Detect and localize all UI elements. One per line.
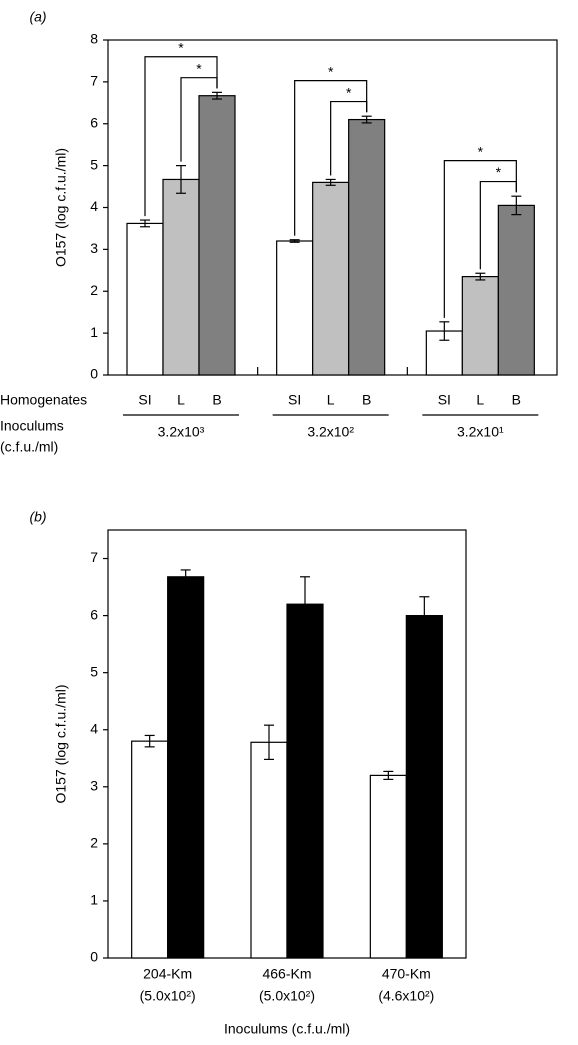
error-bar: [212, 91, 222, 100]
error-bar: [180, 569, 191, 585]
error-bar: [419, 596, 430, 636]
significance-star: *: [328, 63, 334, 79]
x-axis-label: Inoculums (c.f.u./ml): [224, 1021, 350, 1037]
y-tick-label: 7: [90, 73, 98, 89]
bar: [131, 740, 169, 959]
y-tick-label: 2: [90, 835, 98, 851]
y-tick-label: 3: [90, 240, 98, 256]
x-tick-sublabel: (4.6x10²): [378, 988, 434, 1004]
significance-star: *: [196, 60, 202, 76]
bar-label: SI: [138, 392, 151, 408]
bar: [250, 741, 288, 959]
error-bar: [289, 239, 300, 243]
bar: [276, 240, 314, 376]
y-tick-label: 5: [90, 663, 98, 679]
bar-label: L: [476, 392, 484, 408]
error-bar: [383, 770, 394, 780]
significance-star: *: [178, 39, 184, 55]
error-bar: [144, 734, 155, 748]
group-label: 3.2x10³: [158, 424, 205, 440]
y-tick-label: 0: [90, 366, 98, 382]
y-tick-label: 7: [90, 549, 98, 565]
bar: [461, 275, 499, 376]
group-axis-unit: (c.f.u./ml): [0, 439, 58, 455]
error-bar: [511, 195, 522, 216]
error-bar: [439, 321, 450, 341]
group-label: 3.2x10²: [307, 424, 354, 440]
y-tick-label: 4: [90, 720, 98, 736]
significance-star: *: [346, 84, 352, 100]
x-tick-label: 470-Km: [382, 966, 431, 982]
bar-label: SI: [438, 392, 451, 408]
bar: [286, 603, 324, 959]
y-tick-label: 6: [90, 606, 98, 622]
y-tick-label: 4: [90, 198, 98, 214]
y-tick-label: 0: [90, 949, 98, 965]
y-tick-label: 6: [90, 114, 98, 130]
bar-label: L: [327, 392, 335, 408]
significance-bracket: [443, 160, 517, 318]
bar: [198, 95, 236, 376]
bar: [312, 181, 350, 376]
bar: [348, 118, 386, 376]
panel-label: (b): [29, 509, 46, 525]
bar-label: L: [177, 392, 185, 408]
y-tick-label: 8: [90, 31, 98, 47]
significance-star: *: [478, 143, 484, 159]
y-axis-label: O157 (log c.f.u./ml): [53, 148, 69, 267]
y-axis-label: O157 (log c.f.u./ml): [53, 684, 69, 803]
group-label: 3.2x10¹: [457, 424, 504, 440]
x-tick-label: 466-Km: [262, 966, 311, 982]
bar-label: B: [512, 392, 521, 408]
error-bar: [176, 165, 186, 194]
y-tick-label: 5: [90, 156, 98, 172]
significance-bracket: [294, 80, 368, 236]
y-tick-label: 1: [90, 324, 98, 340]
bar-label: SI: [288, 392, 301, 408]
y-tick-label: 1: [90, 892, 98, 908]
x-tick-label: 204-Km: [143, 966, 192, 982]
error-bar: [361, 115, 372, 124]
bar-label: B: [212, 392, 221, 408]
significance-star: *: [496, 164, 502, 180]
y-tick-label: 3: [90, 778, 98, 794]
error-bar: [300, 576, 310, 633]
x-tick-sublabel: (5.0x10²): [259, 988, 315, 1004]
y-tick-label: 2: [90, 282, 98, 298]
bar-label: B: [362, 392, 371, 408]
error-bar: [325, 178, 336, 186]
panel-label: (a): [29, 9, 46, 25]
significance-bracket: [144, 56, 218, 217]
x-tick-sublabel: (5.0x10²): [140, 988, 196, 1004]
group-axis-label: Inoculums: [0, 418, 64, 434]
bar: [126, 222, 164, 376]
bar: [497, 204, 535, 376]
bar: [167, 576, 205, 959]
error-bar: [264, 724, 274, 761]
row-label: Homogenates: [0, 392, 87, 408]
bar: [162, 178, 200, 376]
bar: [369, 774, 407, 959]
error-bar: [475, 272, 486, 281]
bar: [405, 614, 443, 959]
error-bar: [140, 219, 150, 228]
